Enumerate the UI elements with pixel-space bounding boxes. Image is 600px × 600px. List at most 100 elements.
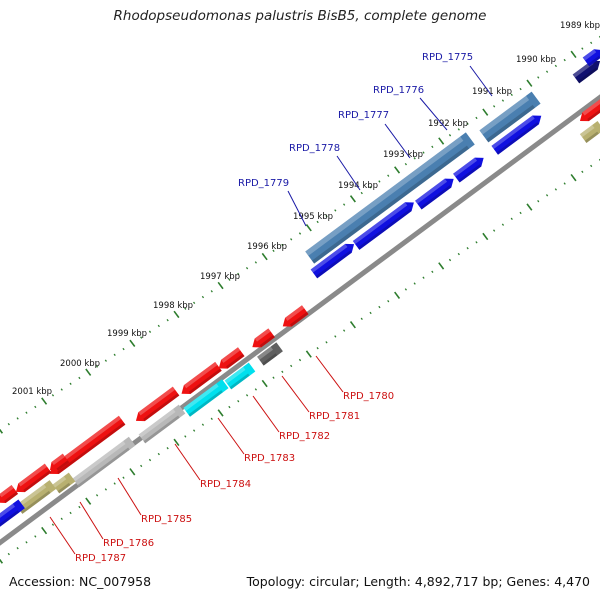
- inner-tick: [563, 182, 566, 185]
- tick-label: 1989 kbp: [560, 21, 600, 31]
- tick-label: 1990 kbp: [516, 55, 556, 65]
- gene-leader-line: [49, 516, 76, 555]
- inner-tick: [475, 241, 478, 244]
- forward-rna-feature: [305, 132, 475, 264]
- outer-tick: [475, 116, 478, 120]
- tick-label: 1993 kbp: [383, 150, 423, 160]
- reverse-gene-label: RPD_1784: [200, 479, 251, 490]
- outer-tick: [184, 307, 187, 310]
- inner-tick-track: [0, 158, 600, 564]
- inner-tick: [78, 505, 81, 509]
- inner-tick: [210, 417, 213, 421]
- inner-tick: [272, 376, 275, 379]
- inner-tick: [192, 429, 196, 432]
- gene-leader-line: [336, 155, 361, 191]
- outer-tick: [60, 388, 63, 391]
- outer-tick: [537, 76, 540, 79]
- outer-tick: [192, 301, 196, 305]
- inner-tick: [95, 494, 99, 497]
- tick-label: 1999 kbp: [107, 329, 147, 339]
- inner-tick: [41, 526, 48, 535]
- outer-tick: [510, 93, 513, 96]
- tick-label: 2001 kbp: [12, 387, 52, 397]
- inner-tick: [157, 452, 160, 456]
- forward-cds: [415, 178, 454, 210]
- outer-tick: [148, 330, 152, 333]
- outer-tick: [492, 105, 496, 108]
- inner-tick: [281, 370, 284, 373]
- outer-tick: [41, 397, 48, 405]
- inner-tick: [305, 350, 312, 358]
- tick-label: 1997 kbp: [200, 272, 240, 282]
- inner-tick: [526, 203, 533, 211]
- forward-cds: [352, 202, 414, 250]
- inner-tick: [104, 488, 108, 491]
- inner-tick: [148, 458, 152, 462]
- outer-tick: [140, 336, 143, 339]
- inner-tick: [237, 399, 240, 403]
- outer-tick: [85, 368, 92, 376]
- tick-label: 1994 kbp: [338, 181, 378, 191]
- inner-tick: [140, 464, 143, 468]
- forward-cds: [491, 115, 542, 155]
- outer-tick: [173, 310, 180, 319]
- reverse-feature: [15, 480, 57, 514]
- outer-tick: [554, 64, 558, 68]
- outer-tick: [95, 365, 99, 368]
- outer-tick: [51, 394, 55, 397]
- inner-tick: [122, 476, 125, 479]
- outer-tick: [129, 339, 136, 347]
- outer-tick: [237, 272, 240, 276]
- outer-tick: [466, 122, 469, 125]
- inner-tick: [378, 305, 381, 309]
- inner-tick: [590, 164, 593, 168]
- outer-tick: [360, 191, 363, 195]
- outer-tick: [581, 47, 584, 50]
- forward-cds: [0, 499, 25, 529]
- outer-tick: [254, 261, 258, 264]
- outer-tick: [501, 99, 505, 102]
- inner-tick: [7, 552, 10, 556]
- outer-tick: [526, 79, 533, 87]
- reverse-cds: [15, 463, 52, 493]
- outer-tick: [325, 214, 328, 218]
- inner-tick: [51, 523, 55, 526]
- inner-tick: [325, 341, 328, 344]
- outer-tick: [404, 162, 408, 166]
- outer-tick: [78, 376, 81, 380]
- inner-tick: [228, 405, 231, 409]
- outer-tick: [261, 252, 268, 261]
- outer-tick: [448, 134, 452, 137]
- gene-leader-line: [174, 443, 201, 481]
- outer-tick: [590, 41, 593, 44]
- gene-leader-line: [281, 375, 310, 413]
- forward-gene-label: RPD_1778: [289, 143, 340, 154]
- gene-leader-line: [217, 417, 245, 455]
- reverse-gene-label: RPD_1787: [75, 553, 126, 564]
- outer-tick: [387, 174, 390, 177]
- inner-tick: [16, 547, 19, 550]
- outer-tick: [25, 411, 28, 414]
- outer-tick: [217, 281, 224, 290]
- feature-track: [0, 49, 600, 529]
- map-title: Rhodopseudomonas palustris BisB5, comple…: [113, 8, 487, 24]
- tick-label: 1991 kbp: [472, 87, 512, 97]
- outer-tick: [334, 209, 337, 212]
- outer-tick: [394, 166, 401, 174]
- outer-tick: [369, 186, 372, 189]
- reverse-gene-label: RPD_1782: [279, 431, 330, 442]
- forward-cds: [582, 49, 600, 67]
- inner-tick: [394, 291, 401, 299]
- inner-tick: [482, 232, 489, 241]
- outer-tick: [570, 50, 577, 59]
- reverse-cds: [252, 328, 275, 348]
- reverse-feature: [183, 379, 229, 417]
- inner-tick: [60, 517, 63, 521]
- inner-tick: [184, 435, 187, 438]
- inner-tick: [298, 358, 302, 362]
- inner-tick: [245, 394, 249, 397]
- forward-gene-label: RPD_1775: [422, 52, 473, 63]
- inner-tick: [422, 276, 425, 279]
- outer-tick: [378, 180, 381, 183]
- inner-tick: [217, 409, 224, 417]
